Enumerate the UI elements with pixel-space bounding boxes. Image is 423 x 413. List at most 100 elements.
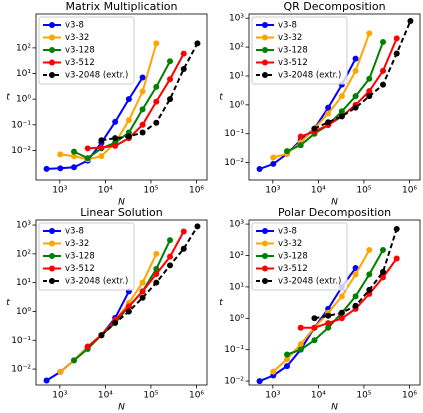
y-tick-label: 10⁻² xyxy=(11,365,31,375)
legend-box xyxy=(38,16,135,85)
legend-label: v3-32 xyxy=(65,33,89,43)
legend-label: v3-128 xyxy=(278,46,308,56)
data-point xyxy=(84,145,91,152)
panel: Matrix Multiplication Nt 10³ 10⁴ 10⁵ 10⁶ 10⁻² 1… xyxy=(6,0,208,208)
data-point xyxy=(284,148,291,155)
data-point xyxy=(167,58,174,65)
data-point xyxy=(311,324,318,331)
x-tick-label: 10³ xyxy=(52,391,67,401)
panel: Polar Decomposition Nt 10³ 10⁴ 10⁵ 10⁶ 10⁻² 10⁻… xyxy=(219,206,421,413)
data-point xyxy=(297,324,304,331)
data-point xyxy=(180,66,187,73)
data-point xyxy=(393,35,400,42)
data-point xyxy=(380,81,387,88)
x-tick-label: 10³ xyxy=(265,186,280,196)
data-point xyxy=(380,274,387,281)
data-point xyxy=(366,271,373,278)
x-axis-label: N xyxy=(331,198,338,208)
data-point xyxy=(112,118,119,125)
legend-marker xyxy=(49,240,55,247)
x-axis-label: N xyxy=(118,403,125,413)
x-tick-label: 10⁶ xyxy=(189,186,204,196)
data-point xyxy=(153,265,160,272)
data-point xyxy=(366,93,373,100)
legend-label: v3-8 xyxy=(65,21,84,31)
data-point xyxy=(284,363,291,370)
data-point xyxy=(112,319,119,326)
data-point xyxy=(153,271,160,278)
x-tick-label: 10⁶ xyxy=(402,391,417,401)
legend-marker xyxy=(49,265,55,272)
data-point xyxy=(84,155,91,162)
data-point xyxy=(325,104,332,111)
legend-marker xyxy=(262,47,268,53)
data-point xyxy=(139,88,146,95)
data-point xyxy=(167,262,174,269)
legend-label: v3-512 xyxy=(278,58,308,68)
data-point xyxy=(57,165,64,172)
y-tick-label: 10¹ xyxy=(229,71,244,81)
legend-marker xyxy=(49,47,55,53)
data-point xyxy=(338,309,345,316)
x-tick-label: 10⁴ xyxy=(311,186,326,196)
legend-marker xyxy=(49,278,55,284)
y-tick-label: 10⁻² xyxy=(224,377,244,387)
data-point xyxy=(153,98,160,105)
data-point xyxy=(139,294,146,301)
data-point xyxy=(71,357,78,364)
legend-marker xyxy=(49,59,55,66)
data-point xyxy=(112,135,119,142)
x-axis-label: N xyxy=(331,403,338,413)
y-tick-label: 10² xyxy=(229,43,244,53)
legend-label: v3-128 xyxy=(65,252,95,262)
data-point xyxy=(180,228,187,235)
x-tick-label: 10⁴ xyxy=(98,391,113,401)
data-point xyxy=(325,119,332,126)
data-point xyxy=(325,320,332,327)
data-point xyxy=(256,378,263,385)
legend-label: v3-2048 (extr.) xyxy=(65,71,128,81)
y-tick-label: 10⁻¹ xyxy=(11,336,31,346)
x-tick-label: 10⁴ xyxy=(98,186,113,196)
data-point xyxy=(311,337,318,344)
y-axis-label: t xyxy=(219,298,223,308)
data-point xyxy=(352,293,359,300)
data-point xyxy=(352,264,359,271)
data-point xyxy=(153,119,160,126)
data-point xyxy=(380,67,387,74)
data-point xyxy=(393,225,400,232)
data-point xyxy=(352,302,359,309)
legend-marker xyxy=(49,228,55,234)
data-point xyxy=(43,377,50,384)
data-point xyxy=(270,154,277,161)
data-point xyxy=(71,148,78,155)
data-point xyxy=(352,271,359,278)
legend-label: v3-2048 (extr.) xyxy=(278,71,341,81)
plot-frame xyxy=(35,219,208,386)
data-point xyxy=(98,144,105,151)
series-line xyxy=(46,290,130,382)
data-point xyxy=(325,324,332,331)
data-point xyxy=(98,153,105,160)
data-point xyxy=(338,93,345,100)
y-tick-label: 10² xyxy=(229,251,244,261)
x-tick-label: 10³ xyxy=(52,186,67,196)
data-point xyxy=(297,142,304,149)
data-point xyxy=(311,315,318,322)
legend-marker xyxy=(49,34,55,41)
chart-title: Matrix Multiplication xyxy=(66,0,178,13)
y-axis-label: t xyxy=(6,93,10,103)
y-tick-label: 10⁻² xyxy=(224,158,244,168)
panel: QR Decomposition Nt 10³ 10⁴ 10⁵ 10⁶ 10⁻² 10⁻¹ 10… xyxy=(219,0,421,208)
legend-marker xyxy=(49,72,55,78)
y-tick-label: 10² xyxy=(16,249,31,259)
data-point xyxy=(139,288,146,295)
x-axis-label: N xyxy=(118,198,125,208)
legend-marker xyxy=(49,253,55,259)
legend-label: v3-2048 (extr.) xyxy=(65,277,128,287)
data-point xyxy=(270,160,277,167)
data-point xyxy=(153,83,160,90)
data-point xyxy=(380,268,387,275)
data-point xyxy=(125,133,132,140)
x-tick-label: 10⁵ xyxy=(143,391,158,401)
